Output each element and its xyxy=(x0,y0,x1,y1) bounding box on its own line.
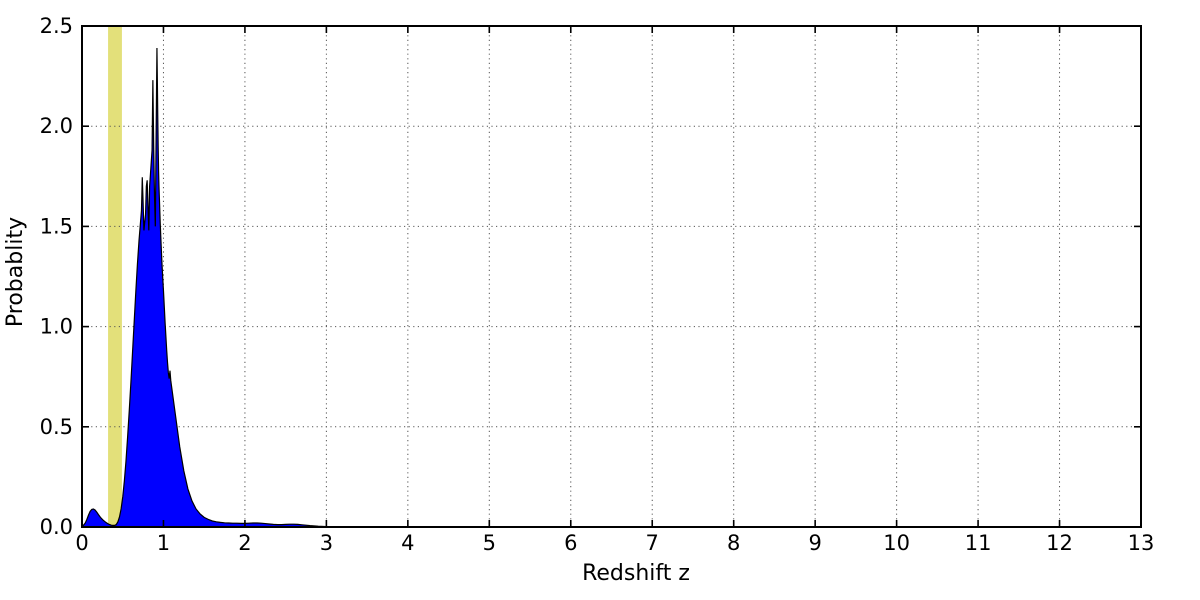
x-axis-title: Redshift z xyxy=(582,561,690,586)
x-tick-label: 0 xyxy=(75,531,88,555)
y-axis-title: Probablity xyxy=(3,217,28,327)
grid-layer xyxy=(82,26,1141,527)
x-tick-label: 12 xyxy=(1046,531,1073,555)
x-tick-label: 13 xyxy=(1128,531,1155,555)
y-tick-labels: 0.0 0.5 1.0 1.5 2.0 2.5 xyxy=(40,14,73,539)
probability-curve-outline xyxy=(81,48,1141,528)
x-tick-label: 10 xyxy=(883,531,910,555)
x-tick-label: 4 xyxy=(401,531,414,555)
plot-border xyxy=(81,25,1142,528)
x-tick-label: 8 xyxy=(727,531,740,555)
data-layer xyxy=(81,48,1141,528)
x-tick-label: 1 xyxy=(157,531,170,555)
x-tick-label: 2 xyxy=(238,531,251,555)
tick-marks-layer xyxy=(81,25,1142,528)
spectroscopic-redshift-band xyxy=(108,26,122,527)
y-tick-label: 2.0 xyxy=(40,114,73,138)
x-tick-label: 9 xyxy=(808,531,821,555)
x-tick-label: 5 xyxy=(483,531,496,555)
x-tick-label: 6 xyxy=(564,531,577,555)
x-tick-label: 7 xyxy=(646,531,659,555)
axes-frame xyxy=(81,25,1142,528)
y-tick-label: 0.0 xyxy=(40,515,73,539)
x-tick-labels: 0 1 2 3 4 5 6 7 8 9 10 11 12 13 xyxy=(75,531,1154,555)
annotation-layer xyxy=(108,26,122,527)
x-tick-label: 11 xyxy=(965,531,992,555)
y-tick-label: 2.5 xyxy=(40,14,73,38)
y-tick-label: 0.5 xyxy=(40,415,73,439)
x-tick-label: 3 xyxy=(320,531,333,555)
probability-area-fill xyxy=(82,48,1141,527)
y-tick-label: 1.5 xyxy=(40,214,73,238)
y-tick-label: 1.0 xyxy=(40,315,73,339)
